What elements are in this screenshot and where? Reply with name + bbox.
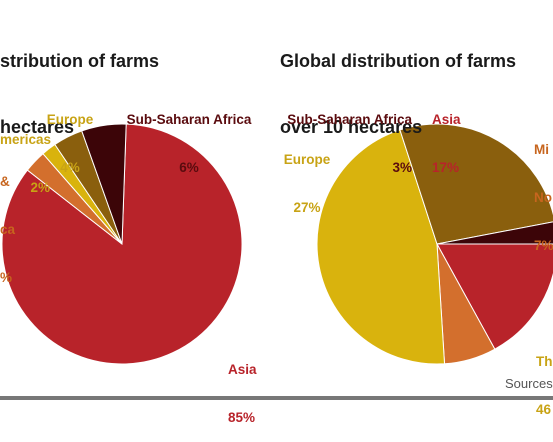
slice-label-europe-right: Europe 27% bbox=[282, 120, 332, 232]
slice-label-ssa-right: Sub-Saharan Africa 3% bbox=[282, 80, 412, 192]
slice-label-asia-left: Asia 85% bbox=[228, 330, 257, 442]
slice-label-ssa-left: Sub-Saharan Africa 6% bbox=[118, 80, 260, 192]
pie-chart-small-farms bbox=[1, 123, 243, 365]
slice-label-europe-left-value: 4% bbox=[60, 160, 80, 175]
pie-slice-europe-right bbox=[399, 123, 553, 245]
slice-label-ssa-right-name: Sub-Saharan Africa bbox=[287, 112, 412, 127]
pie-slice-asia-right bbox=[436, 243, 553, 350]
pie-slice-sub-saharan-africa-right bbox=[436, 221, 553, 245]
slice-label-europe-right-value: 27% bbox=[293, 200, 321, 215]
slice-label-menat-right-value: 7% bbox=[534, 238, 553, 253]
chart-title-left-line-1: stribution of farms bbox=[0, 51, 160, 71]
slice-label-americas-left-name: mericas bbox=[0, 132, 52, 147]
chart-title-right-line-1: Global distribution of farms bbox=[280, 51, 517, 71]
chart-title-right-line-2: over 10 hectares bbox=[280, 117, 423, 137]
slice-label-asia-right: Asia 17% bbox=[432, 80, 461, 192]
slice-label-americas-right-name: Th bbox=[536, 354, 553, 369]
slice-label-menat-left-line-1: & bbox=[0, 174, 10, 189]
slice-label-europe-left-name: Europe bbox=[46, 112, 94, 127]
slice-label-ssa-left-name: Sub-Saharan Africa bbox=[126, 112, 252, 127]
slice-label-menat-right: Mi No 7% bbox=[534, 110, 553, 270]
slice-label-americas-left: mericas 2% bbox=[0, 100, 52, 212]
slice-label-americas-right-value: 46 bbox=[536, 402, 552, 417]
slice-label-asia-left-value: 85% bbox=[228, 410, 256, 425]
slice-label-menat-left: & ca % bbox=[0, 142, 15, 302]
chart-title-right: Global distribution of farms over 10 hec… bbox=[280, 6, 516, 160]
slice-label-europe-left: Europe 4% bbox=[44, 80, 96, 192]
bottom-divider bbox=[0, 396, 553, 400]
slice-label-asia-left-name: Asia bbox=[228, 362, 257, 377]
pie-slice-americas-right bbox=[316, 129, 446, 365]
source-note: Sources bbox=[505, 376, 553, 391]
slice-label-menat-right-line-2: No bbox=[534, 190, 552, 205]
slice-label-europe-right-name: Europe bbox=[283, 152, 331, 167]
slice-label-menat-right-line-1: Mi bbox=[534, 142, 549, 157]
slice-label-menat-left-line-2: ca bbox=[0, 222, 16, 237]
chart-title-left-line-2: hectares bbox=[0, 117, 75, 137]
slice-label-ssa-right-value: 3% bbox=[392, 160, 412, 175]
slice-label-menat-left-value: % bbox=[0, 270, 13, 285]
pie-slice-sub-saharan-africa-left bbox=[81, 123, 127, 245]
chart-title-left: stribution of farms hectares bbox=[0, 6, 159, 160]
slice-label-ssa-left-value: 6% bbox=[179, 160, 199, 175]
pie-chart-large-farms bbox=[316, 123, 553, 365]
slice-label-americas-left-value: 2% bbox=[30, 180, 50, 195]
slice-label-asia-right-name: Asia bbox=[432, 112, 461, 127]
charts-canvas bbox=[1, 123, 553, 365]
slice-label-asia-right-value: 17% bbox=[432, 160, 460, 175]
